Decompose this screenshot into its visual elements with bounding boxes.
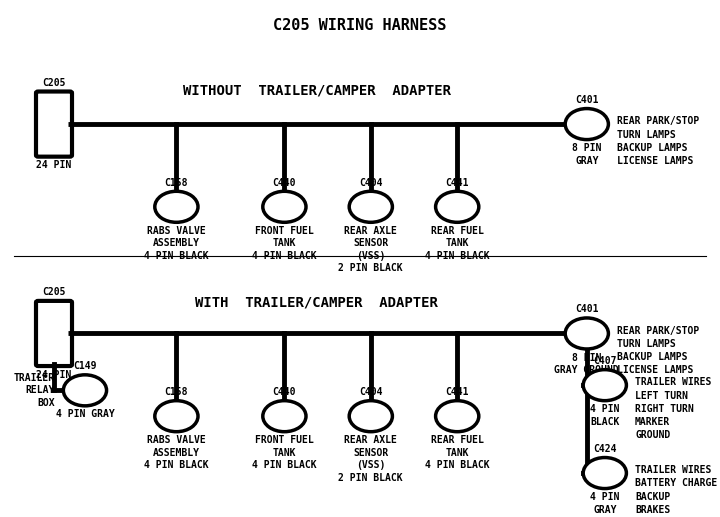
Text: C440: C440: [273, 387, 296, 397]
Text: C401: C401: [575, 305, 598, 314]
Text: 8 PIN
GRAY GROUND: 8 PIN GRAY GROUND: [554, 353, 619, 375]
Circle shape: [583, 370, 626, 401]
Text: RABS VALVE
ASSEMBLY
4 PIN BLACK: RABS VALVE ASSEMBLY 4 PIN BLACK: [144, 226, 209, 261]
Text: 8 PIN
GRAY: 8 PIN GRAY: [572, 143, 601, 165]
Text: TRAILER WIRES
BATTERY CHARGE
BACKUP
BRAKES: TRAILER WIRES BATTERY CHARGE BACKUP BRAK…: [635, 465, 717, 515]
Text: C205: C205: [42, 78, 66, 88]
Text: C441: C441: [446, 387, 469, 397]
Text: C158: C158: [165, 178, 188, 188]
Circle shape: [63, 375, 107, 406]
Circle shape: [263, 401, 306, 432]
Circle shape: [565, 109, 608, 140]
Text: REAR PARK/STOP
TURN LAMPS
BACKUP LAMPS
LICENSE LAMPS: REAR PARK/STOP TURN LAMPS BACKUP LAMPS L…: [617, 326, 699, 375]
Text: REAR PARK/STOP
TURN LAMPS
BACKUP LAMPS
LICENSE LAMPS: REAR PARK/STOP TURN LAMPS BACKUP LAMPS L…: [617, 116, 699, 166]
Text: REAR FUEL
TANK
4 PIN BLACK: REAR FUEL TANK 4 PIN BLACK: [425, 435, 490, 470]
Text: C158: C158: [165, 387, 188, 397]
Text: TRAILER WIRES
LEFT TURN
RIGHT TURN
MARKER
GROUND: TRAILER WIRES LEFT TURN RIGHT TURN MARKE…: [635, 377, 711, 440]
Text: REAR FUEL
TANK
4 PIN BLACK: REAR FUEL TANK 4 PIN BLACK: [425, 226, 490, 261]
Circle shape: [263, 191, 306, 222]
Text: WITH  TRAILER/CAMPER  ADAPTER: WITH TRAILER/CAMPER ADAPTER: [195, 295, 438, 310]
Text: REAR AXLE
SENSOR
(VSS)
2 PIN BLACK: REAR AXLE SENSOR (VSS) 2 PIN BLACK: [338, 226, 403, 273]
Text: C440: C440: [273, 178, 296, 188]
Circle shape: [349, 191, 392, 222]
Text: 24 PIN: 24 PIN: [37, 160, 71, 170]
Text: C424: C424: [593, 444, 616, 454]
Circle shape: [565, 318, 608, 349]
Circle shape: [155, 191, 198, 222]
Text: C149: C149: [73, 361, 96, 371]
Text: C401: C401: [575, 95, 598, 105]
Text: C205: C205: [42, 287, 66, 297]
Text: FRONT FUEL
TANK
4 PIN BLACK: FRONT FUEL TANK 4 PIN BLACK: [252, 435, 317, 470]
Text: C404: C404: [359, 178, 382, 188]
Text: TRAILER
RELAY
BOX: TRAILER RELAY BOX: [14, 373, 55, 408]
Text: C205 WIRING HARNESS: C205 WIRING HARNESS: [274, 18, 446, 33]
Text: WITHOUT  TRAILER/CAMPER  ADAPTER: WITHOUT TRAILER/CAMPER ADAPTER: [183, 83, 451, 98]
Circle shape: [436, 401, 479, 432]
FancyBboxPatch shape: [36, 301, 72, 366]
Text: 24 PIN: 24 PIN: [37, 370, 71, 379]
Circle shape: [155, 401, 198, 432]
Text: C441: C441: [446, 178, 469, 188]
Text: 4 PIN GRAY: 4 PIN GRAY: [55, 409, 114, 419]
Text: C407: C407: [593, 356, 616, 366]
Circle shape: [349, 401, 392, 432]
Text: REAR AXLE
SENSOR
(VSS)
2 PIN BLACK: REAR AXLE SENSOR (VSS) 2 PIN BLACK: [338, 435, 403, 482]
Circle shape: [436, 191, 479, 222]
Text: RABS VALVE
ASSEMBLY
4 PIN BLACK: RABS VALVE ASSEMBLY 4 PIN BLACK: [144, 435, 209, 470]
FancyBboxPatch shape: [36, 92, 72, 157]
Circle shape: [583, 458, 626, 489]
Text: C404: C404: [359, 387, 382, 397]
Text: 4 PIN
BLACK: 4 PIN BLACK: [590, 404, 619, 427]
Text: 4 PIN
GRAY: 4 PIN GRAY: [590, 492, 619, 514]
Text: FRONT FUEL
TANK
4 PIN BLACK: FRONT FUEL TANK 4 PIN BLACK: [252, 226, 317, 261]
